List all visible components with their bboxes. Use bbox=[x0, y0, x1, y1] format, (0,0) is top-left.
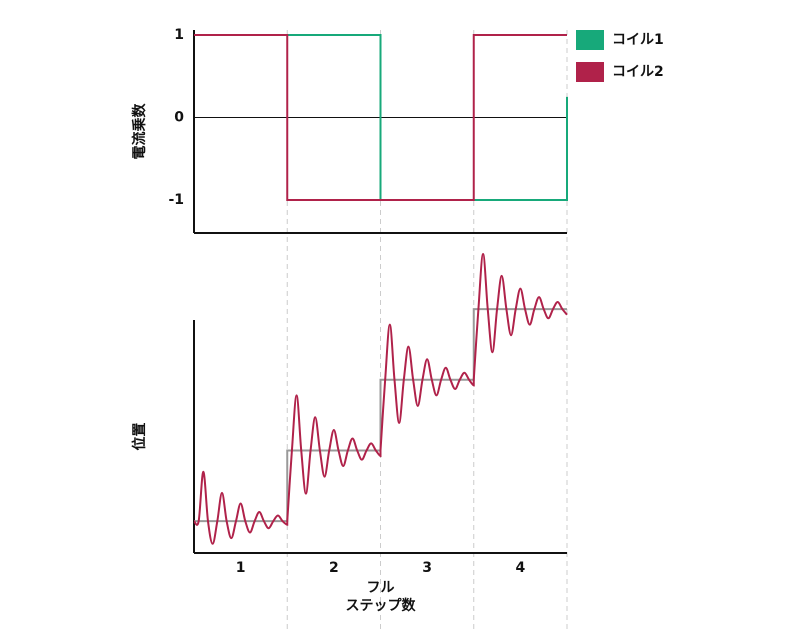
x-axis-label: フル bbox=[367, 580, 395, 596]
x-tick-label: 2 bbox=[329, 560, 339, 576]
y-tick-label: 0 bbox=[174, 110, 184, 126]
y-axis-label: 位置 bbox=[131, 423, 148, 451]
series-line bbox=[194, 34, 567, 201]
legend-swatch bbox=[576, 62, 604, 82]
x-tick-label: 4 bbox=[516, 560, 526, 576]
legend-swatch bbox=[576, 30, 604, 50]
y-tick-label: -1 bbox=[168, 192, 184, 208]
x-tick-label: 3 bbox=[422, 560, 432, 576]
x-axis-label: ステップ数 bbox=[346, 597, 417, 614]
x-tick-label: 1 bbox=[236, 560, 246, 576]
series-line bbox=[193, 252, 568, 545]
legend-label: コイル2 bbox=[612, 64, 664, 80]
legend-label: コイル1 bbox=[612, 32, 664, 48]
y-tick-label: 1 bbox=[174, 27, 184, 43]
y-axis-label: 電流乗数 bbox=[131, 103, 148, 160]
